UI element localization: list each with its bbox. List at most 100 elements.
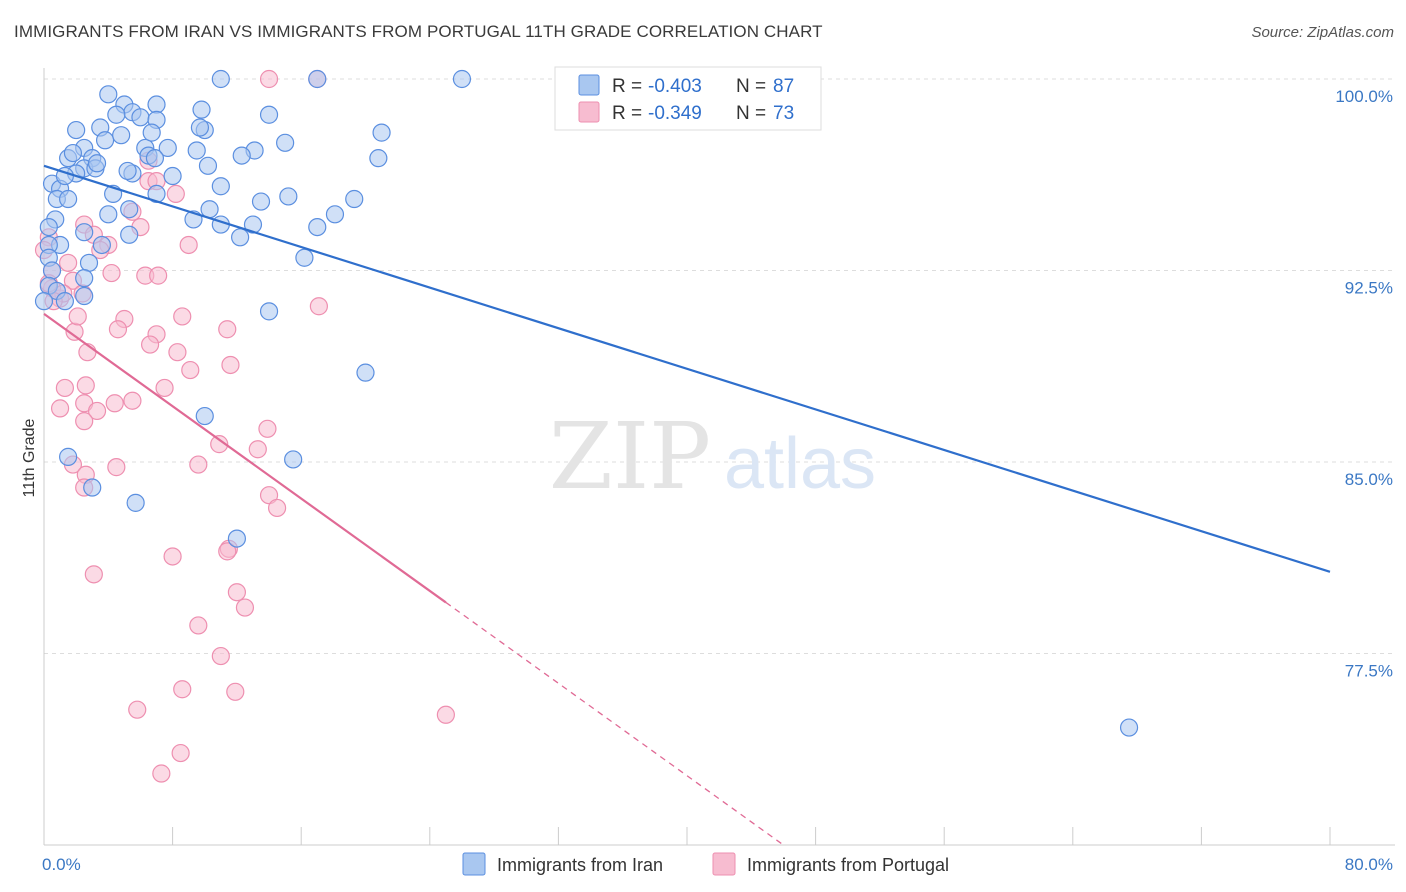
iran-point <box>356 363 375 382</box>
portugal-point <box>210 435 229 454</box>
portugal-point <box>248 440 267 459</box>
iran-point <box>120 225 139 244</box>
iran-point <box>325 205 345 224</box>
iran-point <box>452 69 472 89</box>
portugal-point <box>218 320 237 339</box>
grid-lines <box>44 78 1395 654</box>
portugal-point <box>267 498 287 518</box>
iran-point <box>95 131 115 150</box>
iran-point <box>63 143 83 163</box>
iran-point <box>67 120 86 140</box>
y-tick-label: 77.5% <box>1345 662 1393 681</box>
legend-swatch-portugal <box>578 101 600 123</box>
iran-point <box>112 126 131 145</box>
portugal-point <box>179 235 198 255</box>
iran-point <box>190 118 210 137</box>
iran-point <box>126 493 145 512</box>
iran-points <box>34 69 1139 737</box>
portugal-point <box>108 320 128 339</box>
bottom-legend-swatch-portugal <box>712 852 736 876</box>
y-tick-label: 100.0% <box>1335 87 1393 106</box>
iran-point <box>142 123 161 142</box>
portugal-point <box>68 307 87 326</box>
iran-point <box>118 161 137 181</box>
iran-point <box>39 217 58 237</box>
portugal-point <box>221 355 240 375</box>
iran-point <box>284 450 303 469</box>
portugal-point <box>235 598 255 617</box>
iran-point <box>211 69 230 89</box>
iran-point <box>308 69 327 89</box>
watermark: ZIP atlas <box>549 403 876 510</box>
portugal-point <box>168 343 187 362</box>
iran-point <box>75 223 94 242</box>
iran-point <box>259 302 279 321</box>
portugal-point <box>258 419 277 438</box>
iran-point <box>192 100 211 119</box>
portugal-point <box>55 378 74 398</box>
legend-r-value-iran: -0.403 <box>648 76 702 97</box>
iran-point <box>75 269 94 288</box>
portugal-point <box>152 764 171 783</box>
iran-point <box>87 154 107 173</box>
iran-point <box>75 286 94 306</box>
legend-n-label-portugal: N = <box>736 103 766 124</box>
portugal-point <box>173 680 192 699</box>
iran-point <box>251 192 271 211</box>
iran-point <box>42 261 62 280</box>
portugal-point <box>166 184 185 203</box>
portugal-point <box>87 401 107 421</box>
iran-point <box>187 141 206 160</box>
portugal-point <box>189 455 208 474</box>
watermark-atlas: atlas <box>724 424 876 504</box>
portugal-point <box>105 394 124 413</box>
portugal-point <box>259 69 279 89</box>
series-legend: Immigrants from Iran Immigrants from Por… <box>462 852 949 876</box>
portugal-points <box>34 69 455 783</box>
iran-point <box>107 105 126 124</box>
y-tick-label: 85.0% <box>1345 470 1393 489</box>
iran-point <box>211 177 230 196</box>
trend-lines <box>43 164 1331 846</box>
iran-point <box>276 133 295 152</box>
iran-point <box>145 149 165 168</box>
iran-point <box>231 228 250 247</box>
iran-point <box>99 205 118 224</box>
portugal-trend-line <box>43 313 447 604</box>
watermark-zip: ZIP <box>549 403 711 510</box>
legend-r-label-portugal: R = <box>612 103 642 124</box>
iran-point <box>83 478 102 497</box>
iran-point <box>1119 718 1139 737</box>
portugal-point <box>59 253 78 272</box>
axes <box>43 68 1395 846</box>
portugal-trend-extension <box>445 601 784 846</box>
iran-point <box>99 85 118 104</box>
iran-point <box>308 217 327 237</box>
portugal-point <box>436 705 455 724</box>
iran-point <box>195 406 214 426</box>
legend-r-value-portugal: -0.349 <box>648 103 702 124</box>
iran-point <box>198 156 218 175</box>
iran-point <box>243 215 263 234</box>
legend-n-value-portugal: 73 <box>773 103 794 124</box>
portugal-point <box>227 583 246 602</box>
portugal-point <box>75 412 94 431</box>
iran-point <box>59 189 78 209</box>
iran-point <box>279 187 298 206</box>
bottom-legend-label-iran: Immigrants from Iran <box>497 855 663 875</box>
iran-point <box>55 292 74 311</box>
iran-trend-line <box>43 164 1331 573</box>
iran-point <box>120 200 139 219</box>
portugal-point <box>171 743 190 763</box>
portugal-point <box>309 297 328 316</box>
portugal-point <box>107 458 126 477</box>
portugal-point <box>76 376 95 395</box>
x-tick-label-80: 80.0% <box>1345 855 1393 874</box>
portugal-point <box>163 547 182 566</box>
iran-point <box>147 95 166 114</box>
iran-point <box>372 123 391 142</box>
source-label: Source: ZipAtlas.com <box>1251 24 1394 41</box>
iran-point <box>369 149 388 168</box>
portugal-point <box>218 542 237 561</box>
iran-point <box>158 138 177 158</box>
